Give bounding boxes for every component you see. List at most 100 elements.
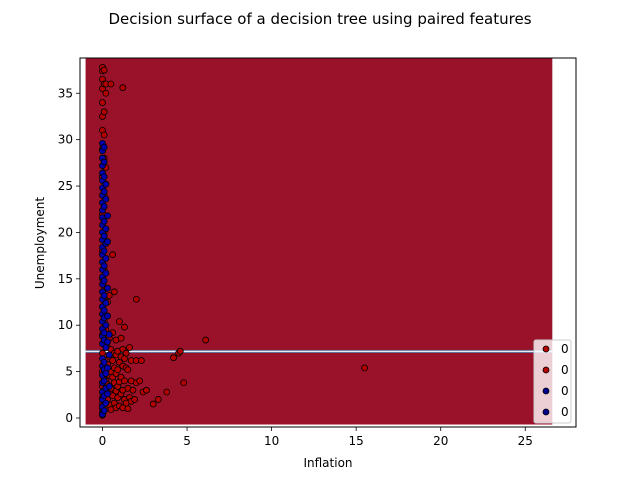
red-points-point-116 xyxy=(137,378,143,384)
x-tick-label-20: 20 xyxy=(433,434,448,448)
red-points-point-35 xyxy=(101,109,107,115)
blue-points-point-61 xyxy=(103,300,109,306)
red-points-point-46 xyxy=(103,90,109,96)
legend-marker-0 xyxy=(543,346,549,352)
legend-label-0: 0 xyxy=(561,342,569,356)
y-tick-label-35: 35 xyxy=(58,86,73,100)
red-points-point-122 xyxy=(164,389,170,395)
red-points-point-120 xyxy=(150,401,156,407)
blue-points-point-45 xyxy=(101,293,107,299)
y-tick-label-5: 5 xyxy=(65,365,73,379)
red-points-point-121 xyxy=(155,396,161,402)
red-points-point-86 xyxy=(116,319,122,325)
blue-points-point-69 xyxy=(105,365,111,371)
red-points-point-90 xyxy=(118,335,124,341)
legend-marker-1 xyxy=(543,367,549,373)
red-points-point-95 xyxy=(120,85,126,91)
legend-label-1: 0 xyxy=(561,363,569,377)
blue-points-point-66 xyxy=(103,196,109,202)
y-tick-label-15: 15 xyxy=(58,272,73,286)
blue-points-point-55 xyxy=(101,144,107,150)
legend-label-2: 0 xyxy=(561,384,569,398)
blue-points-point-74 xyxy=(105,213,111,219)
red-points-point-126 xyxy=(181,380,187,386)
blue-points-point-71 xyxy=(105,313,111,319)
blue-points-point-70 xyxy=(105,339,111,345)
y-tick-label-10: 10 xyxy=(58,318,73,332)
red-points-point-112 xyxy=(132,396,138,402)
red-points-point-63 xyxy=(108,81,114,87)
red-points-point-102 xyxy=(123,350,129,356)
blue-points-point-47 xyxy=(101,263,107,269)
x-tick-label-0: 0 xyxy=(99,434,107,448)
blue-points-point-51 xyxy=(101,203,107,209)
red-points-point-37 xyxy=(101,67,107,73)
red-points-point-7 xyxy=(99,350,105,356)
red-points-point-107 xyxy=(127,344,133,350)
red-points-point-73 xyxy=(111,289,117,295)
x-tick-label-10: 10 xyxy=(264,434,279,448)
x-tick-label-5: 5 xyxy=(183,434,191,448)
blue-points-point-65 xyxy=(103,226,109,232)
legend-marker-3 xyxy=(543,409,549,415)
blue-points-point-72 xyxy=(105,285,111,291)
decision-surface-region xyxy=(86,58,553,424)
red-points-point-127 xyxy=(203,337,209,343)
y-axis-ticks: 0 5 10 15 20 25 30 35 xyxy=(58,86,80,425)
blue-points-point-67 xyxy=(103,181,109,187)
x-axis-label: Inflation xyxy=(303,456,352,470)
y-tick-label-0: 0 xyxy=(65,411,73,425)
red-points-point-97 xyxy=(121,378,127,384)
red-points-point-105 xyxy=(125,367,131,373)
blue-points-point-36 xyxy=(101,408,107,414)
red-points-point-111 xyxy=(130,387,136,393)
blue-points-point-49 xyxy=(101,233,107,239)
blue-points-point-48 xyxy=(101,248,107,254)
red-points-point-34 xyxy=(101,132,107,138)
blue-points-point-58 xyxy=(103,370,109,376)
red-points-point-103 xyxy=(125,406,131,412)
y-axis-label: Unemployment xyxy=(33,197,47,290)
blue-points-point-73 xyxy=(105,239,111,245)
red-points-point-119 xyxy=(143,387,149,393)
red-points-point-128 xyxy=(362,365,368,371)
blue-points-point-63 xyxy=(103,255,109,261)
y-tick-label-20: 20 xyxy=(58,225,73,239)
blue-points-point-54 xyxy=(101,159,107,165)
blue-points-point-40 xyxy=(101,359,107,365)
legend: 0 0 0 0 xyxy=(534,340,571,423)
red-points-point-17 xyxy=(99,100,105,106)
red-points-point-125 xyxy=(177,348,183,354)
plot-area xyxy=(86,58,553,424)
legend-label-3: 0 xyxy=(561,405,569,419)
blue-points-point-50 xyxy=(101,218,107,224)
blue-points-point-76 xyxy=(106,352,112,358)
blue-points-point-53 xyxy=(101,174,107,180)
red-points-point-66 xyxy=(110,357,116,363)
blue-points-point-44 xyxy=(101,307,107,313)
red-points-point-98 xyxy=(121,356,127,362)
blue-points-point-59 xyxy=(103,344,109,350)
blue-points-point-46 xyxy=(101,278,107,284)
red-points-point-123 xyxy=(171,355,177,361)
x-tick-label-25: 25 xyxy=(518,434,533,448)
blue-points-point-60 xyxy=(103,322,109,328)
blue-points-point-75 xyxy=(106,383,112,389)
red-points-point-99 xyxy=(121,324,127,330)
blue-points-point-68 xyxy=(105,391,111,397)
legend-marker-2 xyxy=(543,388,549,394)
blue-points-point-77 xyxy=(106,331,112,337)
blue-points-point-56 xyxy=(103,400,109,406)
red-points-point-117 xyxy=(138,357,144,363)
red-points-point-68 xyxy=(110,252,116,258)
x-axis-ticks: 0 5 10 15 20 25 xyxy=(99,427,533,448)
blue-points-point-38 xyxy=(101,378,107,384)
blue-points-point-62 xyxy=(103,270,109,276)
y-tick-label-30: 30 xyxy=(58,133,73,147)
chart-title: Decision surface of a decision tree usin… xyxy=(108,10,531,28)
x-tick-label-15: 15 xyxy=(349,434,364,448)
red-points-point-115 xyxy=(133,296,139,302)
blue-points-point-52 xyxy=(101,189,107,195)
y-tick-label-25: 25 xyxy=(58,179,73,193)
